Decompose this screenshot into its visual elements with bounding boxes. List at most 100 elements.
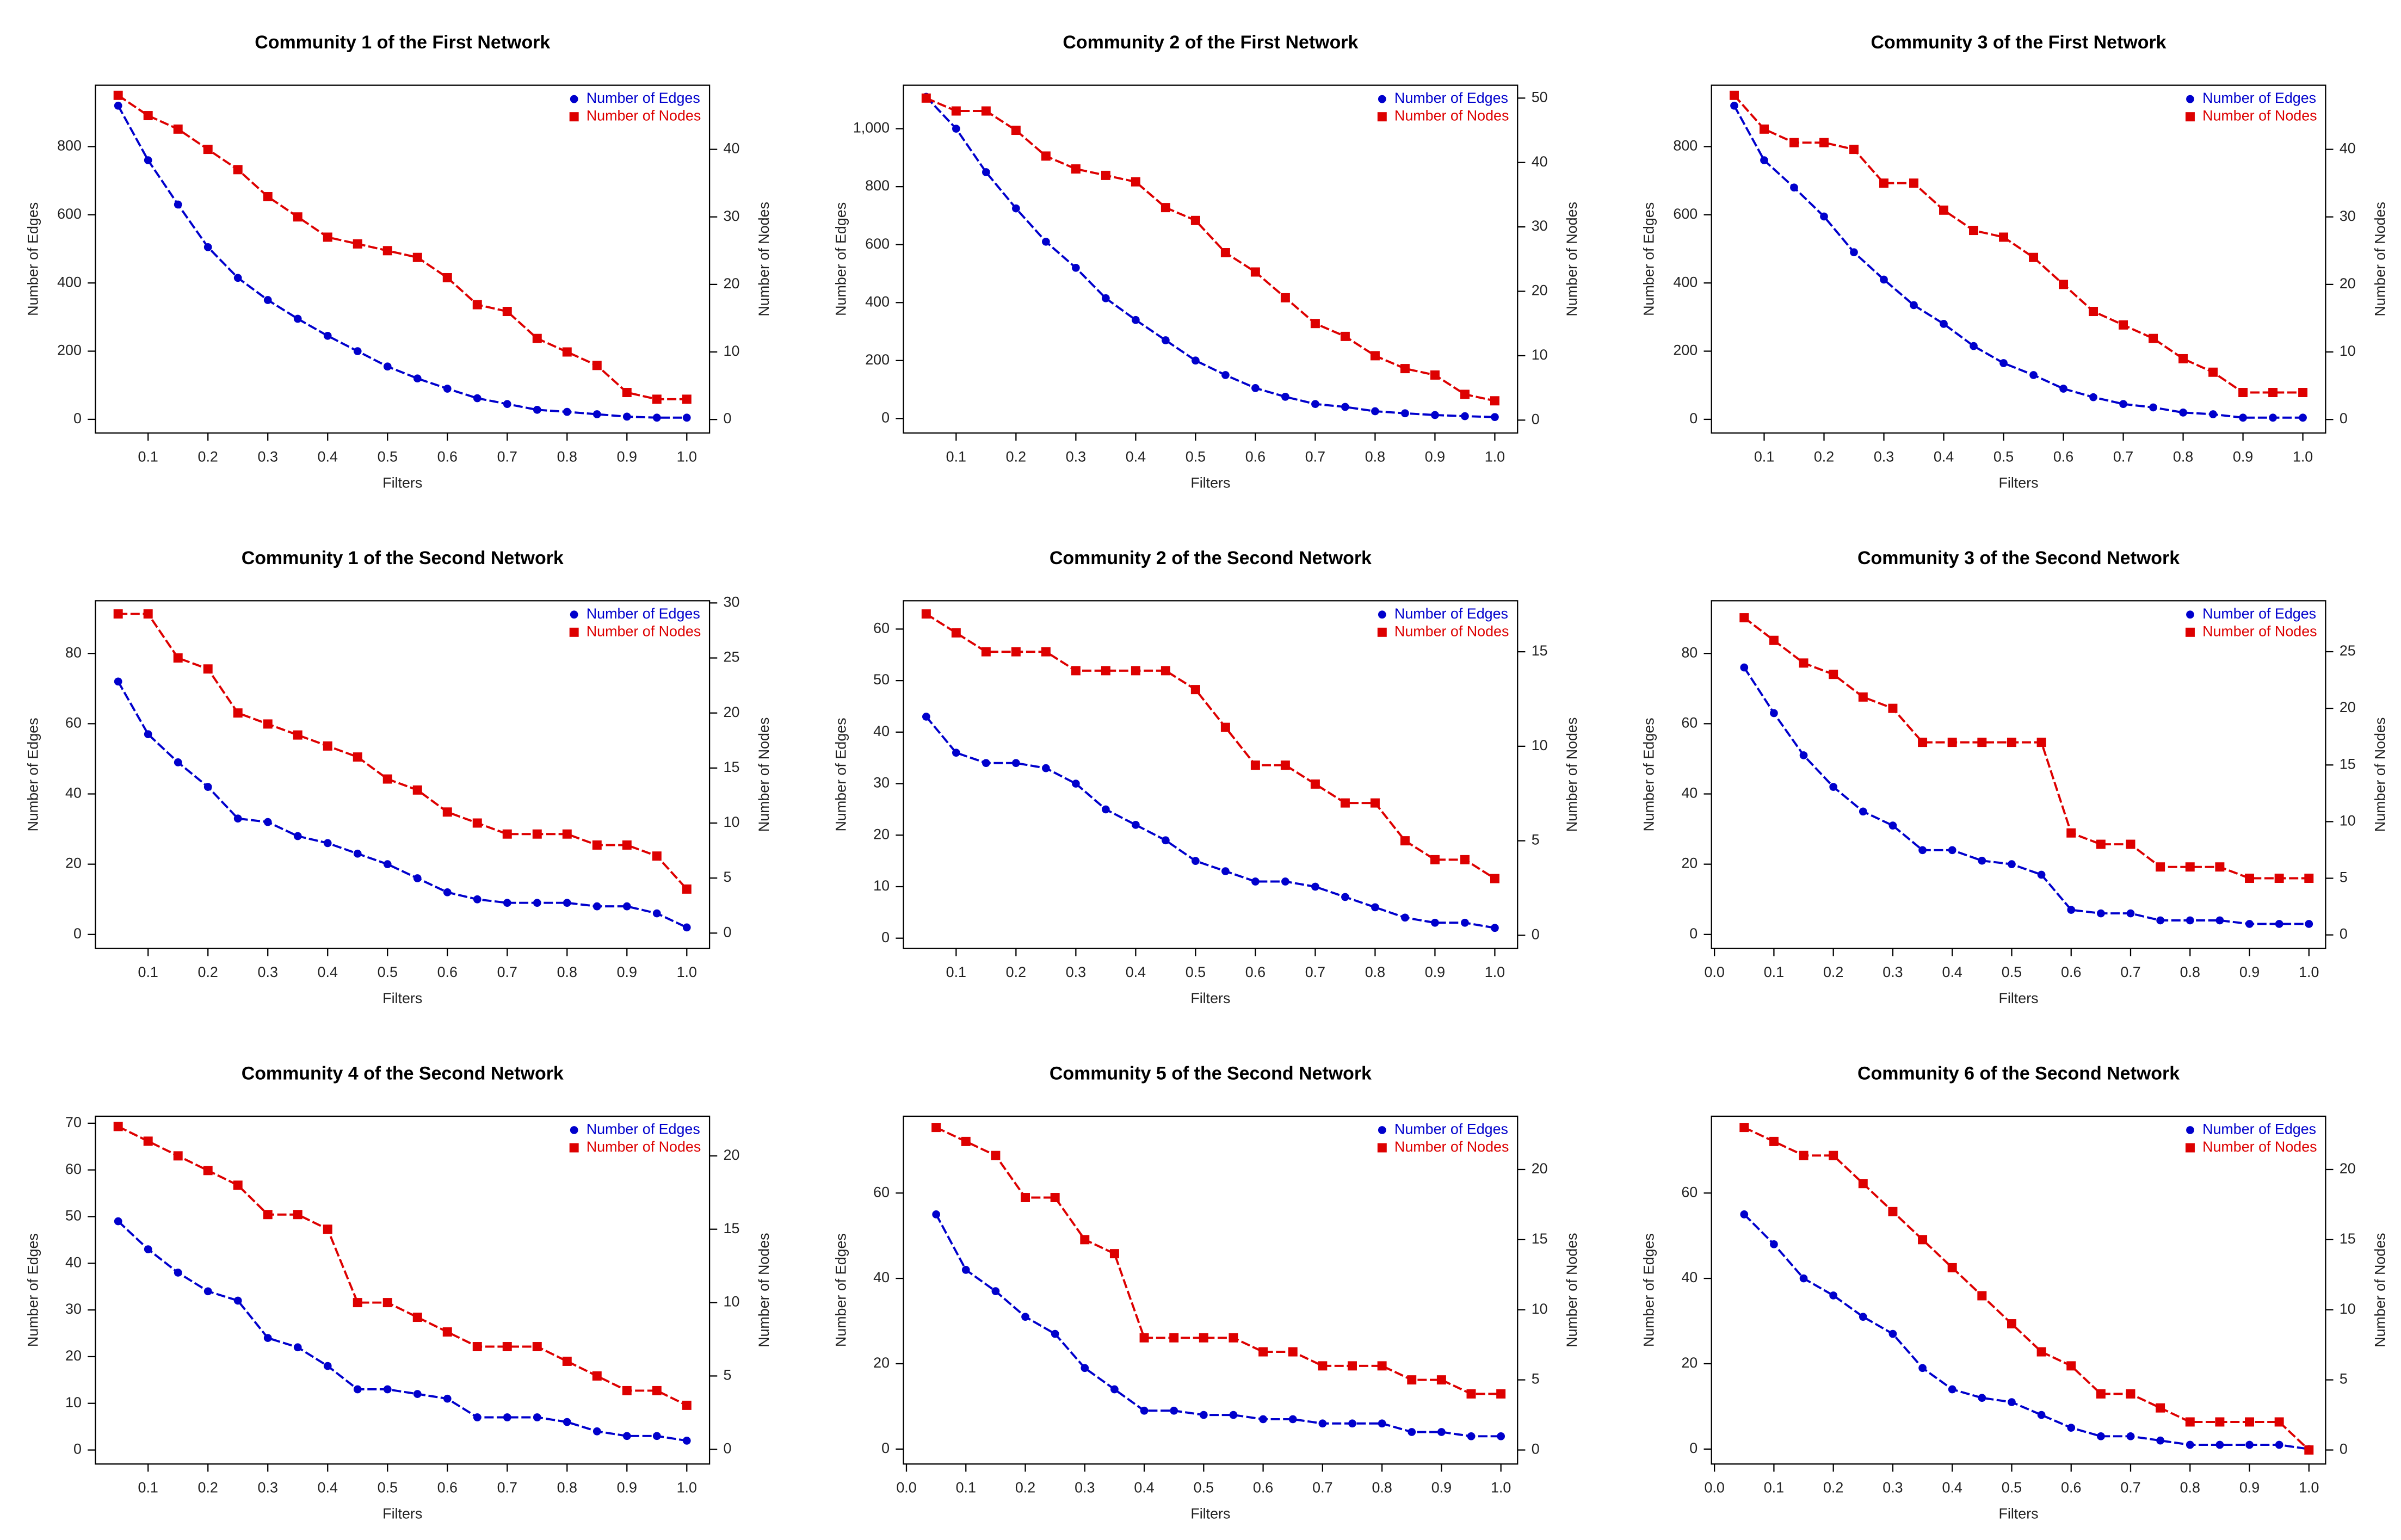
point — [1311, 882, 1319, 891]
point — [951, 628, 961, 638]
point — [952, 125, 960, 133]
y-axis-label: Number of Edges — [1641, 1233, 1657, 1347]
x-tick-label: 0.1 — [946, 448, 966, 465]
legend-label: Number of Nodes — [587, 1139, 701, 1155]
point — [443, 888, 452, 896]
legend-label: Number of Nodes — [587, 623, 701, 639]
y2-axis-label: Number of Nodes — [756, 202, 772, 317]
y-tick-label: 60 — [1681, 714, 1698, 731]
y2-axis-label: Number of Nodes — [2372, 1233, 2388, 1347]
plot-frame — [903, 600, 1519, 949]
point — [682, 1400, 692, 1410]
point — [1739, 1123, 1749, 1133]
point — [1109, 1249, 1119, 1259]
point — [1161, 666, 1170, 676]
series-line — [1733, 105, 2303, 419]
x-axis-label: Filters — [382, 474, 422, 491]
y-tick-label: 0 — [1689, 925, 1698, 942]
point — [173, 124, 183, 134]
legend-marker — [1377, 112, 1387, 122]
legend-label: Number of Edges — [2202, 90, 2316, 106]
x-tick-label: 0.1 — [138, 448, 158, 465]
x-axis-label: Filters — [1998, 474, 2038, 491]
x-tick-label: 0.7 — [497, 964, 517, 980]
x-tick-label: 0.1 — [1754, 448, 1774, 465]
point — [113, 1122, 123, 1131]
y-tick-label: 10 — [65, 1394, 82, 1411]
point — [1199, 1333, 1208, 1343]
y-axis-label: Number of Edges — [832, 718, 849, 831]
point — [323, 1224, 332, 1234]
point — [1880, 275, 1888, 284]
point — [1430, 855, 1440, 864]
y-tick-label: 0 — [1689, 410, 1698, 426]
point — [1050, 1193, 1060, 1202]
x-tick-label: 0.8 — [2180, 964, 2200, 980]
legend-marker — [569, 112, 579, 122]
x-tick-label: 0.1 — [1764, 964, 1784, 980]
point — [144, 156, 152, 164]
legend-marker — [2186, 1126, 2194, 1134]
y2-tick-label: 0 — [724, 924, 732, 940]
x-tick-label: 0.8 — [2180, 1480, 2200, 1496]
x-tick-label: 0.8 — [1372, 1480, 1392, 1496]
point — [1011, 759, 1020, 768]
legend-marker — [1378, 610, 1386, 619]
point — [382, 1298, 392, 1308]
plot-frame — [95, 600, 711, 949]
point — [174, 758, 182, 766]
point — [413, 374, 422, 383]
plot-frame — [95, 84, 711, 434]
x-tick-label: 0.4 — [1126, 964, 1146, 980]
x-tick-label: 0.9 — [2233, 448, 2253, 465]
series-line — [117, 1220, 687, 1442]
y2-tick-label: 15 — [2340, 756, 2356, 772]
point — [412, 785, 422, 795]
series-line — [935, 1126, 1501, 1395]
point — [1281, 877, 1289, 886]
point — [1978, 856, 1986, 865]
y2-tick-label: 20 — [1532, 282, 1548, 299]
legend-marker — [2185, 112, 2195, 122]
y-axis-label: Number of Edges — [1641, 202, 1657, 316]
point — [2215, 916, 2224, 925]
y-tick-label: 20 — [65, 1347, 82, 1364]
plot-frame — [1711, 1115, 2326, 1465]
point — [2275, 1440, 2283, 1449]
point — [383, 860, 392, 869]
point — [1192, 356, 1200, 365]
legend-label: Number of Edges — [1394, 90, 1508, 106]
x-tick-label: 0.6 — [437, 964, 458, 980]
y-tick-label: 800 — [57, 138, 82, 154]
point — [293, 212, 303, 222]
point — [2215, 1417, 2225, 1427]
point — [382, 246, 392, 256]
x-tick-label: 0.4 — [1942, 1480, 1962, 1496]
legend-marker — [570, 610, 578, 619]
y-tick-label: 400 — [57, 274, 82, 290]
point — [533, 406, 541, 414]
point — [2208, 367, 2218, 377]
x-tick-label: 1.0 — [1491, 1480, 1511, 1496]
y2-axis-label: Number of Nodes — [1564, 718, 1580, 832]
y2-axis-label: Number of Nodes — [2372, 718, 2388, 832]
point — [1251, 384, 1260, 392]
y2-tick-label: 15 — [1532, 1230, 1548, 1247]
y-tick-label: 0 — [1689, 1440, 1698, 1456]
point — [442, 1327, 452, 1337]
point — [1829, 783, 1838, 791]
point — [1770, 1240, 1778, 1248]
y2-tick-label: 20 — [1532, 1160, 1548, 1177]
x-tick-label: 0.3 — [1882, 1480, 1903, 1496]
point — [1918, 1364, 1927, 1372]
point — [1229, 1333, 1238, 1343]
point — [2029, 252, 2039, 262]
x-tick-label: 0.7 — [497, 1480, 517, 1496]
point — [1371, 407, 1379, 416]
point — [1461, 412, 1469, 420]
legend-marker — [2186, 95, 2194, 103]
point — [1341, 893, 1349, 901]
legend-marker — [1377, 1143, 1387, 1153]
chart-title: Community 3 of the Second Network — [1857, 548, 2180, 568]
point — [1740, 663, 1749, 672]
